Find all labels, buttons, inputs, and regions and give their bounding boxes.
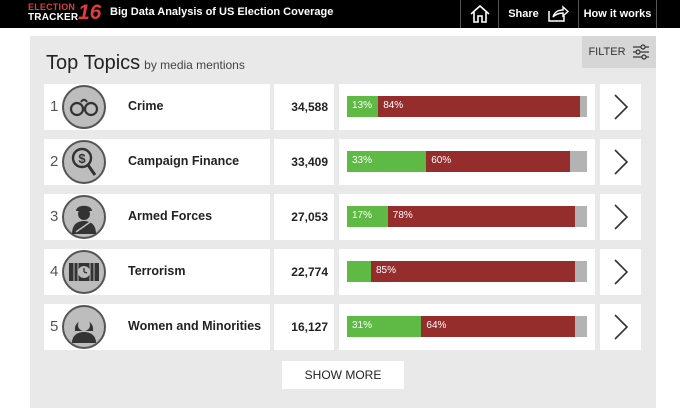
neutral-segment	[579, 96, 587, 117]
topic-count: 34,588	[274, 84, 334, 130]
negative-segment: 64%	[421, 316, 575, 337]
sentiment-bar: 31% 64%	[347, 316, 587, 337]
positive-segment: 17%	[347, 206, 388, 227]
filter-label: FILTER	[588, 46, 626, 58]
chevron-right-icon	[613, 314, 628, 340]
expand-arrow-button[interactable]	[600, 304, 641, 350]
negative-label: 60%	[431, 155, 452, 166]
sentiment-bar-cell: 13% 84%	[339, 84, 595, 130]
topic-count: 33,409	[274, 139, 334, 185]
topic-main-cell: 5 Women and Minorities	[44, 304, 270, 350]
home-button[interactable]	[460, 0, 498, 28]
dollar-magnifier-icon: $	[62, 140, 106, 184]
positive-label: 13%	[352, 100, 373, 111]
soldier-icon	[62, 195, 106, 239]
negative-label: 64%	[426, 320, 447, 331]
neutral-segment	[570, 151, 587, 172]
topic-name: Campaign Finance	[128, 154, 240, 168]
positive-label: 17%	[352, 210, 373, 221]
panel-subtitle: by media mentions	[144, 58, 245, 72]
topic-rank: 5	[50, 318, 59, 335]
sentiment-bar-cell: 31% 64%	[339, 304, 595, 350]
topic-rank: 1	[50, 98, 59, 115]
topic-name: Terrorism	[128, 264, 186, 278]
neutral-segment	[575, 261, 587, 282]
positive-label: 31%	[352, 320, 373, 331]
share-button[interactable]: Share	[498, 0, 578, 28]
topic-row-campaign-finance[interactable]: 2 $ Campaign Finance 33,409 33% 60%	[44, 139, 641, 185]
share-label: Share	[508, 8, 539, 20]
sentiment-bar: 85%	[347, 261, 587, 282]
header-divider	[656, 0, 657, 28]
negative-segment: 78%	[387, 206, 575, 227]
top-topics-panel: Top Topics by media mentions FILTER 1 Cri…	[30, 36, 656, 408]
topic-main-cell: 1 Crime	[44, 84, 270, 130]
positive-segment	[347, 261, 371, 282]
negative-label: 84%	[383, 100, 404, 111]
neutral-segment	[574, 206, 587, 227]
topic-rank: 2	[50, 153, 59, 170]
negative-label: 85%	[376, 265, 397, 276]
logo-number: 16	[78, 1, 102, 24]
handcuffs-icon	[62, 85, 106, 129]
sentiment-bar-cell: 17% 78%	[339, 194, 595, 240]
positive-segment: 13%	[347, 96, 379, 117]
topic-main-cell: 3 Armed Forces	[44, 194, 270, 240]
topic-count: 27,053	[274, 194, 334, 240]
positive-label: 33%	[352, 155, 373, 166]
negative-segment: 60%	[426, 151, 571, 172]
negative-segment: 84%	[378, 96, 580, 117]
logo-line2: TRACKER	[28, 12, 79, 23]
topic-count: 22,774	[274, 249, 334, 295]
svg-text:$: $	[78, 151, 86, 166]
bomb-timer-icon	[62, 250, 106, 294]
topic-rank: 3	[50, 208, 59, 225]
topic-name: Crime	[128, 99, 164, 113]
topic-name: Women and Minorities	[128, 319, 262, 333]
expand-arrow-button[interactable]	[600, 84, 641, 130]
positive-segment: 33%	[347, 151, 427, 172]
chevron-right-icon	[613, 149, 628, 175]
chevron-right-icon	[613, 204, 628, 230]
sentiment-bar: 13% 84%	[347, 96, 587, 117]
neutral-segment	[574, 316, 587, 337]
topic-row-armed-forces[interactable]: 3 Armed Forces 27,053 17% 78%	[44, 194, 641, 240]
home-icon	[469, 4, 490, 23]
top-header: ELECTION TRACKER 16 Big Data Analysis of…	[0, 0, 680, 28]
show-more-button[interactable]: SHOW MORE	[282, 361, 404, 389]
negative-label: 78%	[392, 210, 413, 221]
topic-row-women-and-minorities[interactable]: 5 Women and Minorities 16,127 31% 64%	[44, 304, 641, 350]
header-title: Big Data Analysis of US Election Coverag…	[110, 6, 334, 18]
chevron-right-icon	[613, 259, 628, 285]
sentiment-bar: 33% 60%	[347, 151, 587, 172]
topic-count: 16,127	[274, 304, 334, 350]
sentiment-bar-cell: 85%	[339, 249, 595, 295]
topic-row-terrorism[interactable]: 4 Terrorism 22,774 85%	[44, 249, 641, 295]
expand-arrow-button[interactable]	[600, 194, 641, 240]
election-tracker-logo[interactable]: ELECTION TRACKER 16	[28, 1, 102, 26]
topic-main-cell: 2 $ Campaign Finance	[44, 139, 270, 185]
share-icon	[548, 5, 569, 22]
topic-main-cell: 4 Terrorism	[44, 249, 270, 295]
sliders-icon	[632, 44, 649, 60]
expand-arrow-button[interactable]	[600, 139, 641, 185]
topic-row-crime[interactable]: 1 Crime 34,588 13% 84%	[44, 84, 641, 130]
how-it-works-button[interactable]: How it works	[578, 0, 656, 28]
positive-segment: 31%	[347, 316, 422, 337]
sentiment-bar-cell: 33% 60%	[339, 139, 595, 185]
filter-button[interactable]: FILTER	[582, 36, 656, 68]
logo-line1: ELECTION	[28, 2, 76, 12]
woman-icon	[62, 305, 106, 349]
topic-rank: 4	[50, 263, 59, 280]
chevron-right-icon	[613, 94, 628, 120]
panel-title-text: Top Topics	[46, 52, 141, 74]
topic-name: Armed Forces	[128, 209, 213, 223]
sentiment-bar: 17% 78%	[347, 206, 587, 227]
expand-arrow-button[interactable]	[600, 249, 641, 295]
panel-title: Top Topics by media mentions	[46, 52, 245, 75]
negative-segment: 85%	[371, 261, 575, 282]
